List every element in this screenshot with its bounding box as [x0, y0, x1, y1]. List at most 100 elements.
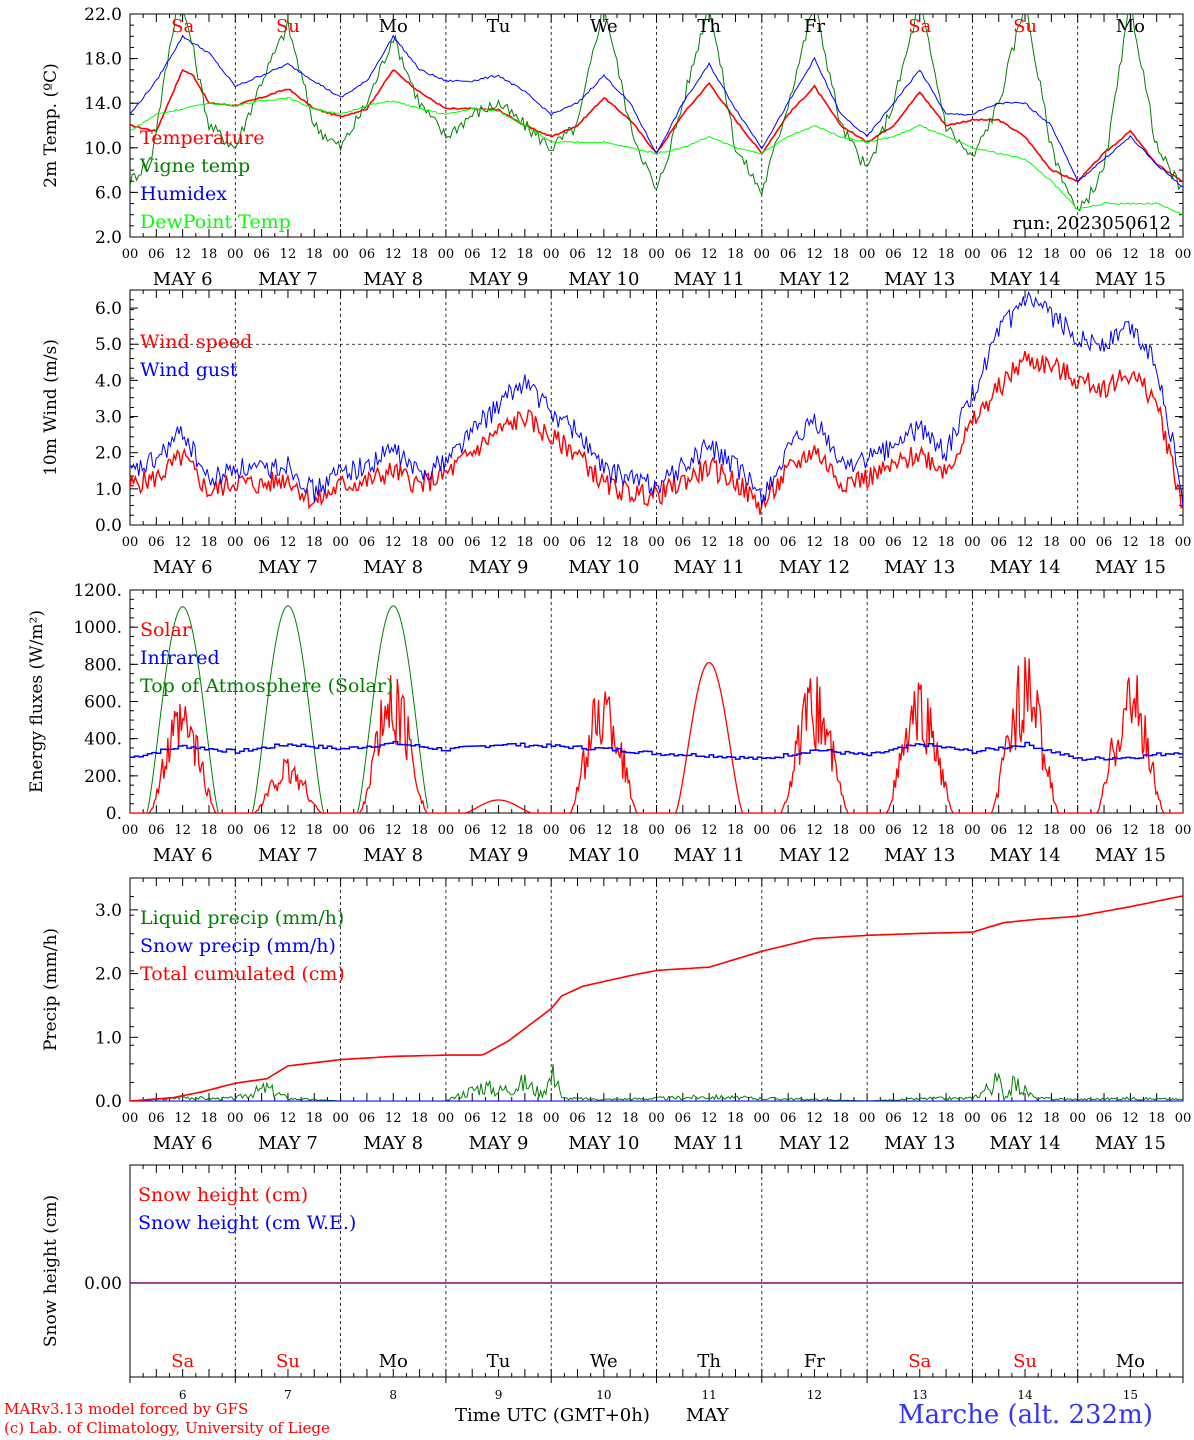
y-tick-label: 4.0 [95, 371, 122, 391]
hour-tick-label: 00 [964, 535, 981, 550]
hour-tick-label: 18 [622, 1111, 639, 1126]
hour-tick-label: 18 [201, 535, 218, 550]
weekday-label: Tu [487, 1351, 511, 1372]
hour-tick-label: 00 [227, 247, 244, 262]
date-label: MAY 11 [674, 557, 745, 578]
hour-tick-label: 12 [280, 247, 297, 262]
hour-tick-label: 00 [122, 247, 139, 262]
hour-tick-label: 12 [385, 247, 402, 262]
weekday-label: Su [1013, 1351, 1037, 1372]
hour-tick-label: 18 [411, 535, 428, 550]
weekday-label: We [590, 1351, 618, 1372]
hour-tick-label: 06 [359, 247, 376, 262]
hour-tick-label: 12 [1017, 247, 1034, 262]
hour-tick-label: 18 [727, 1111, 744, 1126]
hour-tick-label: 06 [359, 1111, 376, 1126]
y-tick-label: 1.0 [95, 1028, 122, 1048]
hour-tick-label: 00 [859, 535, 876, 550]
date-label: MAY 7 [258, 845, 318, 866]
hour-tick-label: 00 [1069, 247, 1086, 262]
y-tick-label: 0.0 [95, 516, 122, 536]
hour-tick-label: 00 [543, 1111, 560, 1126]
run-label: run: 2023050612 [1013, 213, 1171, 234]
date-label: MAY 13 [884, 269, 955, 290]
plot-lines [130, 290, 1183, 515]
legend-label: Wind gust [140, 359, 238, 381]
hour-tick-label: 00 [964, 1111, 981, 1126]
hour-tick-label: 12 [596, 535, 613, 550]
hour-tick-label: 00 [859, 247, 876, 262]
date-label: MAY 15 [1095, 269, 1166, 290]
date-label: MAY 11 [674, 845, 745, 866]
hour-tick-label: 18 [517, 247, 534, 262]
weekday-label: Sa [908, 16, 931, 37]
hour-tick-label: 06 [359, 535, 376, 550]
y-tick-label: 2.0 [95, 965, 122, 985]
day-number-label: 15 [1123, 1388, 1138, 1402]
hour-tick-label: 06 [464, 823, 481, 838]
hour-tick-label: 12 [490, 247, 507, 262]
hour-tick-label: 12 [1017, 1111, 1034, 1126]
y-tick-label: 6.0 [95, 183, 122, 203]
weekday-label: Su [276, 1351, 300, 1372]
date-label: MAY 6 [153, 269, 213, 290]
hour-tick-label: 06 [148, 1111, 165, 1126]
weekday-label: Mo [379, 1351, 408, 1372]
hour-tick-label: 06 [148, 535, 165, 550]
y-tick-label: 1200. [73, 581, 122, 601]
hour-tick-label: 12 [701, 1111, 718, 1126]
weekday-label: Sa [171, 1351, 194, 1372]
hour-tick-label: 18 [938, 823, 955, 838]
hour-tick-label: 18 [938, 247, 955, 262]
date-label: MAY 11 [674, 269, 745, 290]
hour-tick-label: 00 [859, 1111, 876, 1126]
y-tick-label: 5.0 [95, 335, 122, 355]
y-axis-label: Precip (mm/h) [41, 928, 61, 1051]
day-number-label: 7 [284, 1388, 292, 1402]
hour-tick-label: 00 [227, 823, 244, 838]
y-tick-label: 3.0 [95, 408, 122, 428]
series-line-total-cumulated [130, 895, 1183, 1101]
hour-tick-label: 06 [675, 823, 692, 838]
hour-tick-label: 06 [1096, 823, 1113, 838]
plot-frame [129, 13, 1184, 238]
hour-tick-label: 12 [596, 823, 613, 838]
hour-tick-label: 12 [806, 247, 823, 262]
panel-1: 2.0 6.0 10.0 14.0 18.0 22.0 2m Temp. (ºC) 00 06 1… [41, 5, 1191, 290]
hour-tick-label: 12 [490, 1111, 507, 1126]
hour-tick-label: 00 [648, 823, 665, 838]
legend-label: Infrared [140, 647, 220, 669]
date-label: MAY 8 [363, 845, 423, 866]
hour-tick-label: 06 [464, 247, 481, 262]
hour-tick-label: 00 [648, 1111, 665, 1126]
weekday-label: Mo [1116, 16, 1145, 37]
hour-tick-label: 00 [754, 247, 771, 262]
hour-tick-label: 12 [1122, 247, 1139, 262]
date-label: MAY 9 [469, 269, 529, 290]
hour-tick-label: 06 [990, 535, 1007, 550]
time-axis-label: Time UTC (GMT+0h) [455, 1405, 650, 1426]
hour-tick-label: 06 [780, 247, 797, 262]
date-label: MAY 8 [363, 557, 423, 578]
date-label: MAY 11 [674, 1133, 745, 1154]
hour-tick-label: 12 [701, 535, 718, 550]
weekday-label: Fr [804, 1351, 825, 1372]
hour-tick-label: 06 [569, 535, 586, 550]
hour-tick-label: 06 [1096, 247, 1113, 262]
series-line-infrared [130, 740, 1183, 761]
hour-tick-label: 12 [174, 247, 191, 262]
hour-tick-label: 06 [253, 247, 270, 262]
date-label: MAY 15 [1095, 845, 1166, 866]
hour-tick-label: 00 [438, 1111, 455, 1126]
hour-tick-label: 18 [622, 247, 639, 262]
hour-tick-label: 00 [859, 823, 876, 838]
day-number-label: 8 [389, 1388, 397, 1402]
hour-tick-label: 18 [1148, 1111, 1165, 1126]
date-label: MAY 9 [469, 557, 529, 578]
hour-tick-label: 18 [517, 1111, 534, 1126]
day-number-label: 14 [1017, 1388, 1033, 1402]
hour-tick-label: 18 [1148, 823, 1165, 838]
hour-tick-label: 12 [174, 1111, 191, 1126]
hour-tick-label: 18 [201, 1111, 218, 1126]
